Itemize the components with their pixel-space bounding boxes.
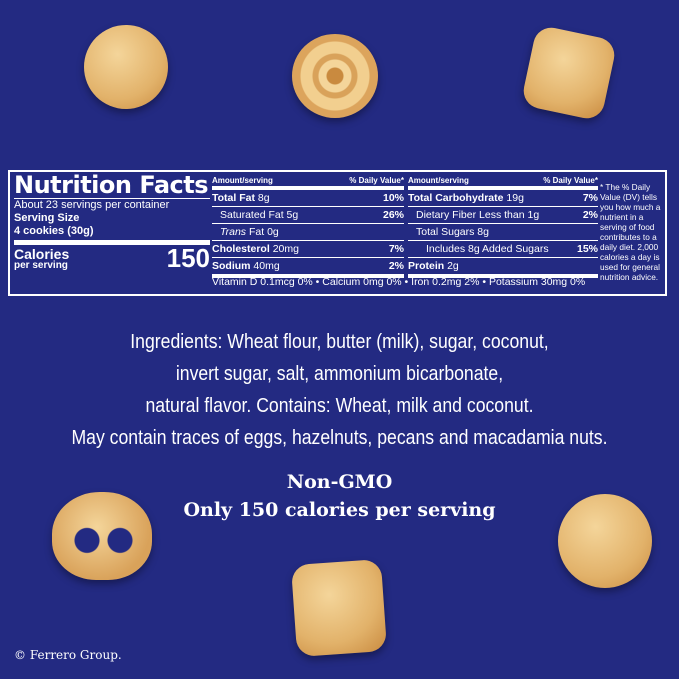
serving-size-label: Serving Size xyxy=(14,212,80,224)
nutrient-row: Dietary Fiber Less than 1g 2% xyxy=(408,207,598,224)
ingredients-line: May contain traces of eggs, hazelnuts, p… xyxy=(71,426,608,449)
nutrient-row: Total Carbohydrate 19g 7% xyxy=(408,190,598,207)
nutrient-row: Trans Fat 0g xyxy=(212,224,404,241)
nutrition-facts-label: Nutrition Facts About 23 servings per co… xyxy=(8,170,667,296)
amount-header: Amount/serving xyxy=(212,176,273,185)
calories-value: 150 xyxy=(166,243,210,273)
dv-footnote: * The % Daily Value (DV) tells you how m… xyxy=(600,182,661,282)
nutrient-row: Total Fat 8g 10% xyxy=(212,190,404,207)
swirl-cookie-image xyxy=(292,34,378,118)
calories-sub: per serving xyxy=(14,260,68,271)
square-cookie-image xyxy=(520,24,618,122)
copyright: © Ferrero Group. xyxy=(14,648,122,662)
nutrient-row: Saturated Fat 5g 26% xyxy=(212,207,404,224)
dv-header: % Daily Value* xyxy=(349,176,404,185)
nutrient-row: Includes 8g Added Sugars 15% xyxy=(408,241,598,258)
calories-label: Calories xyxy=(14,246,70,262)
pretzel-cookie-image xyxy=(52,492,152,580)
nutrition-title: Nutrition Facts xyxy=(14,171,209,199)
amount-header: Amount/serving xyxy=(408,176,469,185)
claims: Non-GMO Only 150 calories per serving xyxy=(0,468,679,524)
non-gmo-claim: Non-GMO xyxy=(286,471,393,493)
vitamins-line: Vitamin D 0.1mcg 0% • Calcium 0mg 0% • I… xyxy=(212,276,586,288)
ingredients-line: invert sugar, salt, ammonium bicarbonate… xyxy=(175,362,504,385)
nutrient-row: Cholesterol 20mg 7% xyxy=(212,241,404,258)
ingredients-text: Ingredients: Wheat flour, butter (milk),… xyxy=(0,326,679,454)
ingredients-line: Ingredients: Wheat flour, butter (milk),… xyxy=(130,330,549,353)
nutrient-row: Sodium 40mg 2% xyxy=(212,258,404,278)
dv-header: % Daily Value* xyxy=(543,176,598,185)
round-cookie-image xyxy=(558,494,652,588)
round-cookie-image xyxy=(84,25,168,109)
square-cookie-image xyxy=(290,558,388,658)
serving-size: 4 cookies (30g) xyxy=(14,225,94,237)
ingredients-line: natural flavor. Contains: Wheat, milk an… xyxy=(145,394,534,417)
nutrient-row: Protein 2g xyxy=(408,258,598,278)
servings-per-container: About 23 servings per container xyxy=(14,199,170,211)
calories-claim: Only 150 calories per serving xyxy=(183,499,496,521)
nutrient-row: Total Sugars 8g xyxy=(408,224,598,241)
